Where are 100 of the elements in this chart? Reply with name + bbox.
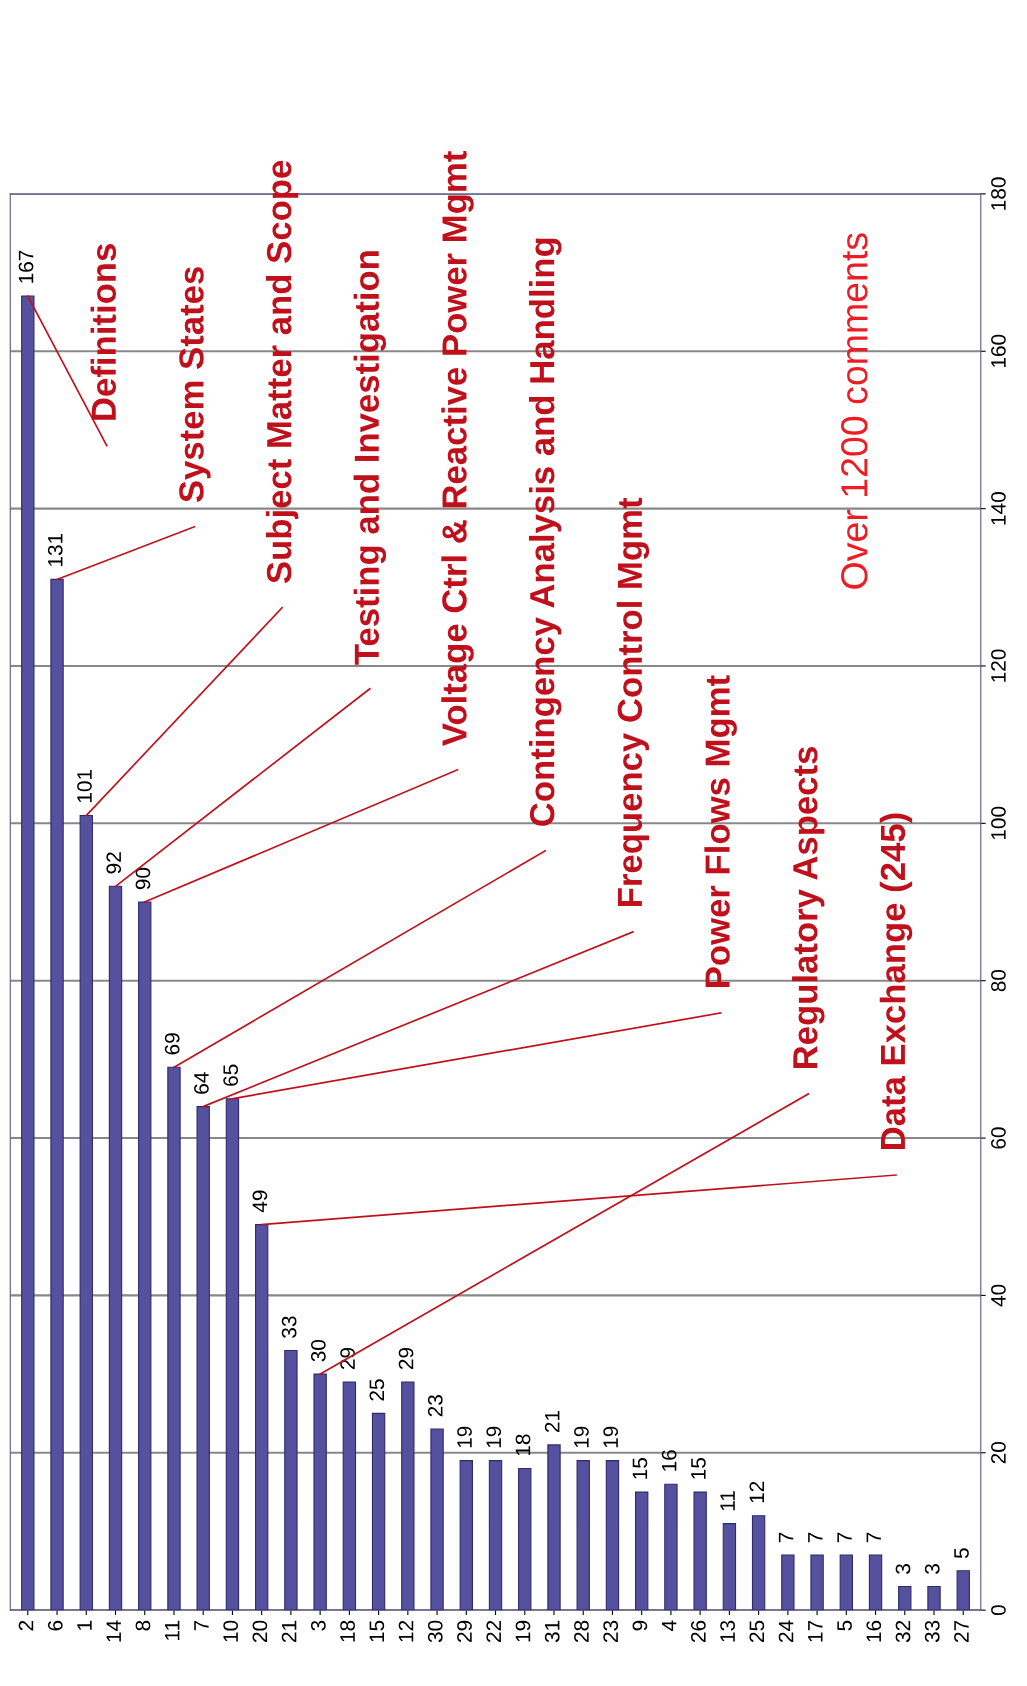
data-label: 167 [18, 250, 34, 283]
bar [138, 901, 152, 1611]
bar [225, 1098, 240, 1611]
x-tick-label: 10 [223, 1620, 239, 1642]
data-label: 64 [194, 1072, 209, 1094]
data-label: 101 [77, 769, 92, 803]
x-tick-label: 8 [135, 1620, 151, 1631]
bar [751, 1515, 766, 1611]
y-tick-label: 60 [991, 1127, 1006, 1149]
x-tick-label: 33 [924, 1620, 940, 1643]
bar [254, 1224, 269, 1611]
data-label: 92 [106, 852, 122, 874]
annotation: Definitions [90, 244, 117, 420]
y-tick-label: 0 [991, 1605, 1006, 1616]
x-tick-label: 28 [574, 1620, 589, 1642]
x-tick-label: 9 [632, 1620, 648, 1631]
data-label: 21 [544, 1410, 560, 1433]
bar [810, 1554, 824, 1611]
bar [488, 1460, 503, 1611]
y-tick-label: 160 [991, 334, 1006, 368]
x-tick-label: 22 [486, 1620, 501, 1642]
x-tick-label: 7 [194, 1620, 209, 1631]
data-label: 25 [369, 1379, 385, 1401]
x-tick-label: 26 [690, 1620, 706, 1642]
data-label: 3 [924, 1564, 940, 1574]
annotation: Power Flows Mgmt [704, 675, 737, 988]
y-tick-label: 120 [991, 649, 1006, 682]
data-label: 90 [135, 867, 151, 890]
y-tick-label: 20 [991, 1442, 1006, 1464]
x-tick-label: 1 [77, 1620, 92, 1630]
bar [196, 1106, 210, 1611]
bar [313, 1373, 327, 1611]
annotation: Over 1200 comments [841, 233, 868, 589]
data-label: 7 [808, 1532, 823, 1543]
bar [927, 1585, 941, 1611]
annotation: Contingency Analysis and Handling [528, 238, 562, 826]
bar [79, 814, 93, 1611]
data-label: 18 [515, 1434, 531, 1456]
bar [722, 1523, 737, 1611]
data-label: 7 [778, 1532, 794, 1543]
y-tick-label: 40 [991, 1284, 1006, 1307]
bar [781, 1554, 795, 1611]
x-tick-label: 16 [866, 1620, 882, 1642]
annotation: Voltage Ctrl & Reactive Power Mgmt [441, 151, 474, 746]
data-label: 69 [164, 1033, 180, 1055]
y-tick-label: 140 [991, 492, 1006, 525]
annotation: Testing and Investigation [353, 251, 387, 665]
bar [868, 1554, 883, 1611]
annotation: Regulatory Aspects [792, 747, 825, 1069]
x-tick-label: 11 [165, 1620, 180, 1640]
data-label: 3 [895, 1564, 911, 1574]
x-tick-label: 6 [47, 1620, 63, 1631]
y-tick-label: 100 [991, 806, 1006, 840]
data-label: 19 [574, 1426, 589, 1448]
bar [898, 1585, 912, 1611]
bar [664, 1483, 678, 1611]
bar [108, 885, 123, 1611]
bar [634, 1491, 649, 1611]
bar [605, 1460, 620, 1611]
annotation: Subject Matter and Scope [265, 160, 299, 584]
x-tick-label: 25 [749, 1620, 765, 1642]
annotation: Data Exchange (245) [879, 813, 913, 1150]
x-tick-label: 30 [427, 1620, 443, 1643]
bar [547, 1444, 561, 1611]
bar [50, 578, 64, 1611]
bar [21, 295, 35, 1611]
x-tick-label: 32 [895, 1620, 911, 1643]
bar [518, 1467, 532, 1611]
bar [459, 1460, 473, 1611]
data-label: 15 [691, 1458, 706, 1479]
x-tick-label: 12 [398, 1620, 414, 1642]
annotation: System States [179, 267, 211, 503]
x-tick-label: 23 [603, 1620, 619, 1642]
x-tick-label: 13 [720, 1620, 735, 1642]
data-label: 19 [603, 1426, 619, 1448]
x-tick-label: 19 [515, 1620, 531, 1642]
data-label: 49 [252, 1190, 268, 1213]
data-label: 29 [398, 1347, 414, 1370]
data-label: 19 [457, 1426, 472, 1448]
x-tick-label: 21 [281, 1620, 297, 1642]
x-tick-label: 3 [310, 1620, 326, 1631]
data-label: 19 [486, 1426, 502, 1448]
x-tick-label: 2 [18, 1620, 34, 1631]
bar [576, 1460, 590, 1611]
bar [693, 1491, 707, 1611]
bar [839, 1554, 854, 1611]
data-label: 16 [661, 1450, 677, 1471]
x-tick-label: 31 [544, 1620, 560, 1643]
data-label: 33 [281, 1316, 297, 1338]
bar [167, 1066, 181, 1611]
annotation: Frequency Control Mgmt [616, 497, 650, 906]
x-tick-label: 5 [837, 1620, 852, 1631]
x-tick-label: 20 [252, 1620, 268, 1642]
bar [401, 1381, 415, 1611]
data-label: 12 [749, 1481, 765, 1503]
x-tick-label: 24 [778, 1620, 794, 1642]
data-label: 29 [340, 1347, 355, 1370]
data-label: 7 [866, 1532, 881, 1543]
data-label: 65 [223, 1064, 239, 1086]
x-tick-label: 15 [369, 1620, 385, 1642]
